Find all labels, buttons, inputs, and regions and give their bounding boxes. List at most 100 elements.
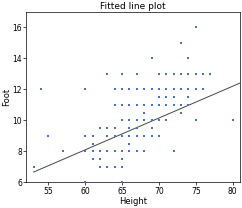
Point [157, 103, 161, 106]
Point [135, 150, 139, 153]
Point [194, 26, 198, 29]
Point [105, 150, 109, 153]
Point [113, 165, 117, 168]
Point [113, 134, 117, 137]
Point [209, 72, 212, 76]
Point [172, 72, 175, 76]
Point [128, 88, 131, 91]
Point [157, 103, 161, 106]
Point [61, 150, 65, 153]
Point [135, 119, 139, 122]
Title: Fitted line plot: Fitted line plot [100, 2, 166, 11]
Point [98, 126, 102, 130]
Point [135, 103, 139, 106]
Point [39, 88, 43, 91]
Point [113, 165, 117, 168]
Y-axis label: Foot: Foot [2, 88, 11, 106]
Point [142, 111, 146, 114]
Point [120, 181, 124, 184]
Point [142, 150, 146, 153]
Point [113, 88, 117, 91]
Point [231, 119, 234, 122]
Point [46, 134, 50, 137]
Point [179, 72, 183, 76]
Point [194, 72, 198, 76]
Point [98, 150, 102, 153]
Point [186, 95, 190, 99]
Point [105, 126, 109, 130]
Point [186, 72, 190, 76]
Point [105, 134, 109, 137]
Point [157, 88, 161, 91]
Point [128, 119, 131, 122]
Point [105, 165, 109, 168]
Point [164, 95, 168, 99]
Point [150, 126, 153, 130]
Point [98, 165, 102, 168]
Point [142, 88, 146, 91]
Point [150, 57, 153, 60]
Point [179, 103, 183, 106]
Point [91, 142, 95, 145]
Point [194, 88, 198, 91]
Point [91, 157, 95, 161]
Point [91, 134, 95, 137]
Point [157, 95, 161, 99]
Point [179, 72, 183, 76]
Point [113, 150, 117, 153]
Point [83, 134, 87, 137]
Point [164, 88, 168, 91]
Point [186, 88, 190, 91]
Point [98, 157, 102, 161]
Point [164, 119, 168, 122]
Point [128, 103, 131, 106]
Point [172, 150, 175, 153]
Point [128, 134, 131, 137]
Point [135, 126, 139, 130]
Point [201, 72, 205, 76]
Point [194, 119, 198, 122]
Point [135, 134, 139, 137]
Point [172, 88, 175, 91]
Point [135, 72, 139, 76]
Point [83, 150, 87, 153]
Point [113, 126, 117, 130]
Point [179, 88, 183, 91]
Point [179, 111, 183, 114]
Point [120, 150, 124, 153]
Point [120, 72, 124, 76]
Point [83, 181, 87, 184]
Point [120, 165, 124, 168]
Point [201, 88, 205, 91]
Point [120, 103, 124, 106]
Point [150, 88, 153, 91]
Point [113, 103, 117, 106]
Point [142, 119, 146, 122]
Point [179, 41, 183, 45]
Point [120, 157, 124, 161]
Point [172, 95, 175, 99]
Point [105, 150, 109, 153]
Point [172, 103, 175, 106]
Point [113, 150, 117, 153]
Point [128, 150, 131, 153]
Point [150, 103, 153, 106]
Point [120, 134, 124, 137]
Point [186, 103, 190, 106]
Point [32, 165, 36, 168]
Point [186, 57, 190, 60]
Point [83, 181, 87, 184]
Point [157, 119, 161, 122]
Point [120, 119, 124, 122]
Point [164, 72, 168, 76]
Point [194, 72, 198, 76]
Point [128, 126, 131, 130]
Point [105, 72, 109, 76]
Point [157, 72, 161, 76]
Point [91, 150, 95, 153]
Point [83, 88, 87, 91]
Point [150, 134, 153, 137]
Point [201, 72, 205, 76]
X-axis label: Height: Height [119, 197, 147, 206]
Point [142, 103, 146, 106]
